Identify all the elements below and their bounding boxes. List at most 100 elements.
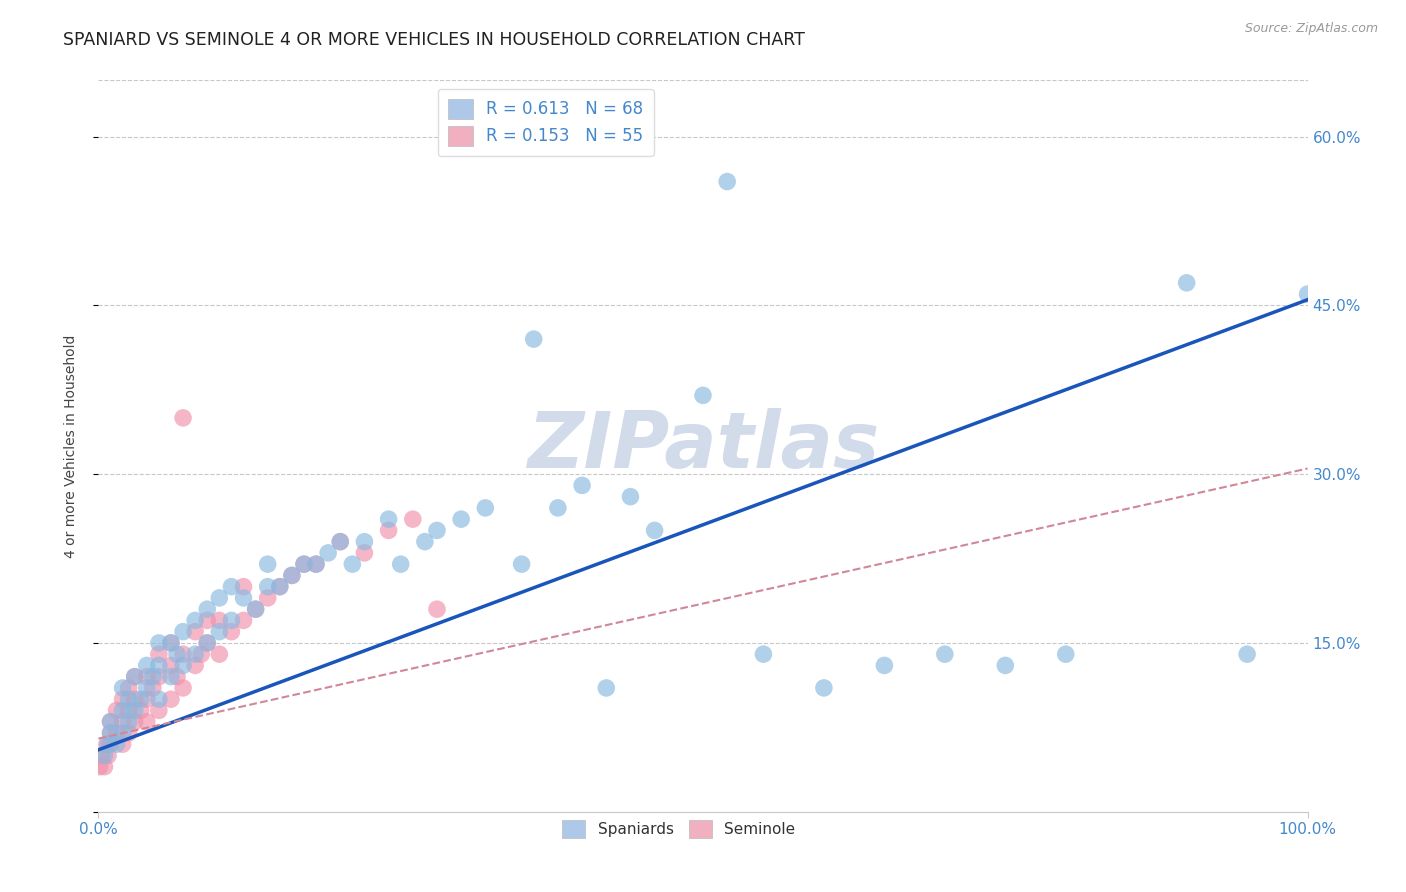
Point <box>135 681 157 695</box>
Point <box>148 647 170 661</box>
Point <box>329 534 352 549</box>
Legend: Spaniards, Seminole: Spaniards, Seminole <box>557 814 801 845</box>
Point <box>172 410 194 425</box>
Point <box>184 624 207 639</box>
Point <box>172 647 194 661</box>
Point <box>305 557 328 571</box>
Point <box>118 703 141 717</box>
Point <box>100 726 122 740</box>
Point <box>195 602 218 616</box>
Point <box>389 557 412 571</box>
Text: Source: ZipAtlas.com: Source: ZipAtlas.com <box>1244 22 1378 36</box>
Point <box>281 568 304 582</box>
Point <box>208 624 231 639</box>
Point <box>148 670 170 684</box>
Point <box>166 670 188 684</box>
Point <box>269 580 291 594</box>
Point <box>135 670 157 684</box>
Point <box>135 658 157 673</box>
Point <box>96 737 118 751</box>
Point <box>292 557 315 571</box>
Point <box>510 557 533 571</box>
Point <box>402 512 425 526</box>
Point <box>100 714 122 729</box>
Point <box>124 670 146 684</box>
Point <box>111 692 134 706</box>
Point <box>413 534 436 549</box>
Point <box>111 726 134 740</box>
Point <box>716 175 738 189</box>
Point <box>190 647 212 661</box>
Point <box>305 557 328 571</box>
Point <box>221 614 243 628</box>
Point <box>813 681 835 695</box>
Point <box>172 658 194 673</box>
Point <box>281 568 304 582</box>
Point <box>619 490 641 504</box>
Point <box>474 500 496 515</box>
Point <box>994 658 1017 673</box>
Text: ZIPatlas: ZIPatlas <box>527 408 879 484</box>
Point <box>1296 287 1319 301</box>
Point <box>184 614 207 628</box>
Point <box>91 748 114 763</box>
Point <box>595 681 617 695</box>
Point <box>148 636 170 650</box>
Point <box>172 681 194 695</box>
Point <box>124 670 146 684</box>
Point <box>256 557 278 571</box>
Point <box>269 580 291 594</box>
Point <box>135 714 157 729</box>
Point <box>166 647 188 661</box>
Point <box>100 714 122 729</box>
Point <box>105 703 128 717</box>
Point <box>118 692 141 706</box>
Point <box>221 580 243 594</box>
Point <box>523 332 546 346</box>
Point <box>232 614 254 628</box>
Point <box>221 624 243 639</box>
Point <box>160 636 183 650</box>
Point <box>97 748 120 763</box>
Point <box>1236 647 1258 661</box>
Point <box>111 703 134 717</box>
Point <box>692 388 714 402</box>
Point <box>571 478 593 492</box>
Point <box>160 636 183 650</box>
Point <box>118 681 141 695</box>
Point <box>195 636 218 650</box>
Point <box>426 524 449 538</box>
Point <box>160 658 183 673</box>
Point <box>377 524 399 538</box>
Point <box>111 681 134 695</box>
Point <box>873 658 896 673</box>
Point <box>118 726 141 740</box>
Point <box>316 546 339 560</box>
Point <box>105 726 128 740</box>
Point <box>377 512 399 526</box>
Point <box>329 534 352 549</box>
Point <box>100 726 122 740</box>
Point <box>129 692 152 706</box>
Point <box>934 647 956 661</box>
Point <box>111 714 134 729</box>
Point <box>426 602 449 616</box>
Point <box>208 647 231 661</box>
Point <box>118 714 141 729</box>
Point <box>195 614 218 628</box>
Point <box>245 602 267 616</box>
Point <box>105 737 128 751</box>
Point <box>160 670 183 684</box>
Point <box>1054 647 1077 661</box>
Point <box>160 692 183 706</box>
Point <box>93 760 115 774</box>
Point <box>644 524 666 538</box>
Point <box>111 737 134 751</box>
Y-axis label: 4 or more Vehicles in Household: 4 or more Vehicles in Household <box>63 334 77 558</box>
Point <box>353 546 375 560</box>
Point <box>89 760 111 774</box>
Text: SPANIARD VS SEMINOLE 4 OR MORE VEHICLES IN HOUSEHOLD CORRELATION CHART: SPANIARD VS SEMINOLE 4 OR MORE VEHICLES … <box>63 31 806 49</box>
Point <box>124 703 146 717</box>
Point <box>148 703 170 717</box>
Point <box>195 636 218 650</box>
